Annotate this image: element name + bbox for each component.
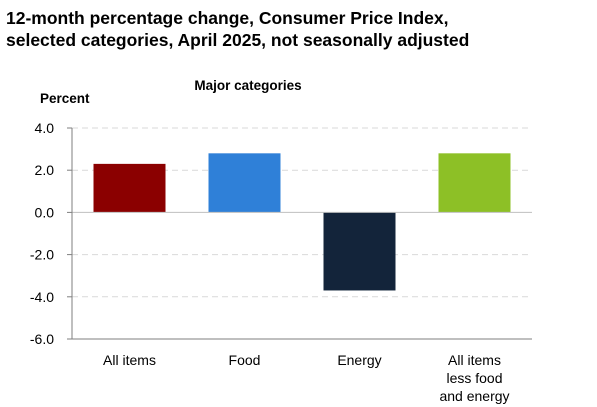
x-tick-label: All items <box>103 352 156 368</box>
x-tick-label: All items <box>448 352 501 368</box>
x-tick-label: and energy <box>439 388 509 404</box>
x-tick-label: less food <box>446 370 502 386</box>
chart-title-line-1: 12-month percentage change, Consumer Pri… <box>6 8 449 28</box>
chart-title-line-2: selected categories, April 2025, not sea… <box>6 30 470 50</box>
bars <box>93 153 511 291</box>
chart-subtitle: Major categories <box>194 78 301 93</box>
y-tick-label: -4.0 <box>30 289 54 305</box>
labels: 4.0 2.0 0.0 -2.0 -4.0 -6.0 All items Food Energy… <box>30 120 510 404</box>
y-tick-label: 0.0 <box>35 204 55 220</box>
bar <box>323 212 396 291</box>
x-tick-label: Food <box>229 352 261 368</box>
bar <box>438 153 511 213</box>
y-axis-title: Percent <box>40 91 90 106</box>
axes <box>67 127 532 340</box>
bar <box>93 163 166 213</box>
x-tick-label: Energy <box>337 352 381 368</box>
y-tick-label: 4.0 <box>35 120 55 136</box>
y-tick-label: 2.0 <box>35 162 55 178</box>
y-tick-label: -2.0 <box>30 247 54 263</box>
chart-title: 12-month percentage change, Consumer Pri… <box>6 7 469 51</box>
bar <box>208 153 281 213</box>
y-tick-label: -6.0 <box>30 331 54 347</box>
